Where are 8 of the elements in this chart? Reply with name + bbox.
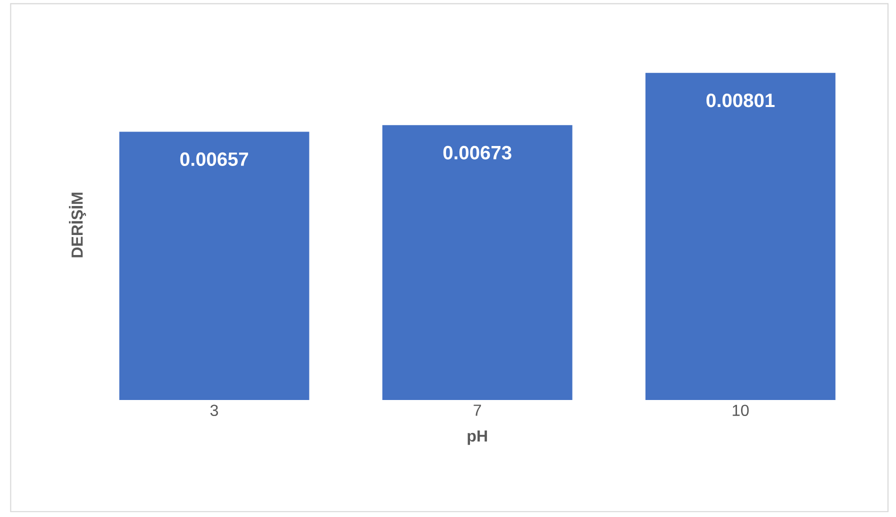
x-tick-label: 10: [732, 404, 749, 416]
data-label: 0.00673: [443, 146, 512, 160]
data-label: 0.00801: [706, 94, 775, 108]
x-axis-title: pH: [468, 430, 487, 445]
x-tick-label: 7: [474, 404, 481, 416]
y-axis-title: DERİŞİM: [68, 192, 86, 258]
x-tick-label: 3: [210, 404, 218, 416]
data-label: 0.00657: [180, 152, 248, 166]
